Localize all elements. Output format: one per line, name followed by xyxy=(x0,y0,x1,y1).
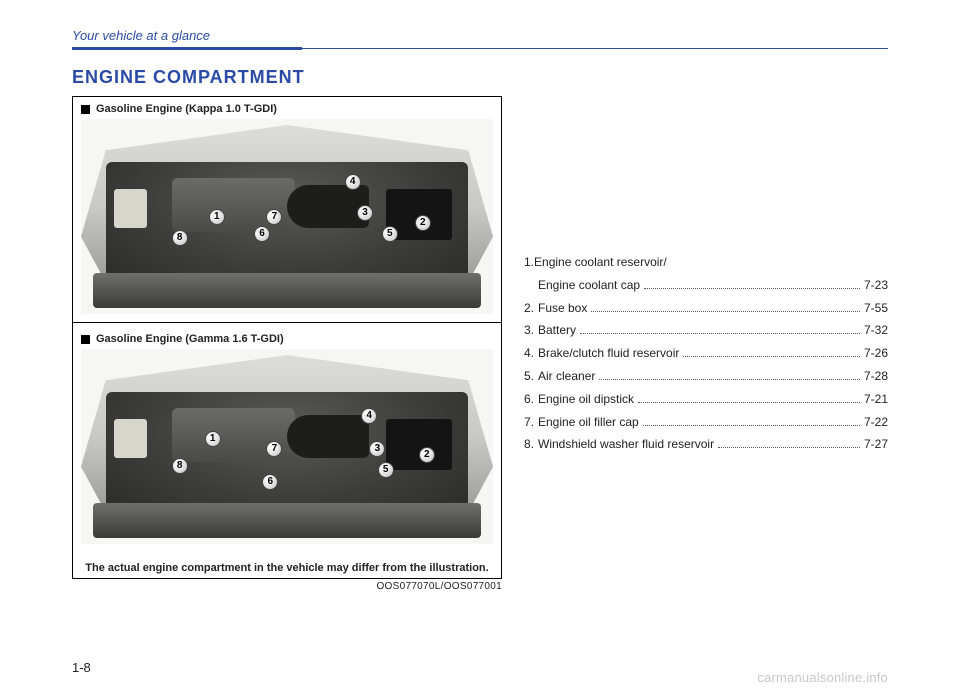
parts-list-label: Windshield washer fluid reservoir xyxy=(538,433,714,456)
figure-caption-text: Gasoline Engine (Kappa 1.0 T-GDI) xyxy=(96,103,277,115)
callout-2: 2 xyxy=(415,215,431,231)
dot-leader xyxy=(683,356,860,357)
parts-list-row: 6.Engine oil dipstick 7-21 xyxy=(524,388,888,411)
callout-8: 8 xyxy=(172,458,188,474)
parts-list: 1.Engine coolant reservoir/Engine coolan… xyxy=(524,251,888,456)
parts-list-number: 6. xyxy=(524,388,538,411)
parts-list-label: Air cleaner xyxy=(538,365,595,388)
dot-leader xyxy=(599,379,860,380)
parts-list-number: 7. xyxy=(524,411,538,434)
parts-list-column: 1.Engine coolant reservoir/Engine coolan… xyxy=(524,96,888,592)
callout-4: 4 xyxy=(345,174,361,190)
header-rule xyxy=(72,47,888,57)
parts-list-page: 7-26 xyxy=(864,342,888,365)
square-bullet-icon xyxy=(81,105,90,114)
parts-list-page: 7-55 xyxy=(864,297,888,320)
engine-illustration-top: 12345678 xyxy=(81,119,493,314)
parts-list-page: 7-21 xyxy=(864,388,888,411)
parts-list-page: 7-28 xyxy=(864,365,888,388)
figure-caption-text: Gasoline Engine (Gamma 1.6 T-GDI) xyxy=(96,333,284,345)
dot-leader xyxy=(644,288,860,289)
running-head: Your vehicle at a glance xyxy=(72,28,888,43)
callout-5: 5 xyxy=(378,462,394,478)
callout-1: 1 xyxy=(209,209,225,225)
parts-list-row: 1.Engine coolant reservoir/ xyxy=(524,251,888,274)
square-bullet-icon xyxy=(81,335,90,344)
parts-list-row: 7.Engine oil filler cap 7-22 xyxy=(524,411,888,434)
callout-1: 1 xyxy=(205,431,221,447)
parts-list-label: Engine coolant reservoir/ xyxy=(534,255,667,269)
engine-illustration-bottom: 1 2 3 4 5 6 7 8 xyxy=(81,349,493,544)
parts-list-label: Battery xyxy=(538,319,576,342)
figure-code: OOS077070L/OOS077001 xyxy=(72,579,502,592)
parts-list-number: 4. xyxy=(524,342,538,365)
callout-5: 5 xyxy=(382,226,398,242)
figure-note: The actual engine compartment in the veh… xyxy=(73,552,501,578)
parts-list-row: 2.Fuse box 7-55 xyxy=(524,297,888,320)
parts-list-row: 3.Battery 7-32 xyxy=(524,319,888,342)
parts-list-row: 5.Air cleaner 7-28 xyxy=(524,365,888,388)
parts-list-row: 4.Brake/clutch fluid reservoir 7-26 xyxy=(524,342,888,365)
dot-leader xyxy=(591,311,860,312)
content-columns: Gasoline Engine (Kappa 1.0 T-GDI) 1 2 3 4 5 6… xyxy=(72,96,888,592)
parts-list-number: 2. xyxy=(524,297,538,320)
parts-list-page: 7-23 xyxy=(864,274,888,297)
figure-caption-bottom: Gasoline Engine (Gamma 1.6 T-GDI) xyxy=(73,327,501,349)
watermark: carmanualsonline.info xyxy=(757,670,888,685)
parts-list-label: Brake/clutch fluid reservoir xyxy=(538,342,679,365)
parts-list-label: Engine oil dipstick xyxy=(538,388,634,411)
figure-divider xyxy=(73,322,501,323)
parts-list-number: 5. xyxy=(524,365,538,388)
parts-list-label: Engine coolant cap xyxy=(524,274,640,297)
callout-2: 2 xyxy=(419,447,435,463)
dot-leader xyxy=(580,333,860,334)
callout-4: 4 xyxy=(361,408,377,424)
dot-leader xyxy=(643,425,860,426)
callout-3: 3 xyxy=(357,205,373,221)
page-number: 1-8 xyxy=(72,660,91,675)
section-title: ENGINE COMPARTMENT xyxy=(72,67,888,88)
parts-list-row: Engine coolant cap 7-23 xyxy=(524,274,888,297)
dot-leader xyxy=(638,402,860,403)
callout-6: 6 xyxy=(262,474,278,490)
callout-7: 7 xyxy=(266,441,282,457)
figures-column: Gasoline Engine (Kappa 1.0 T-GDI) 1 2 3 4 5 6… xyxy=(72,96,502,592)
figure-caption-top: Gasoline Engine (Kappa 1.0 T-GDI) xyxy=(73,97,501,119)
parts-list-number: 8. xyxy=(524,433,538,456)
figure-box: Gasoline Engine (Kappa 1.0 T-GDI) 1 2 3 4 5 6… xyxy=(72,96,502,579)
callout-7: 7 xyxy=(266,209,282,225)
manual-page: Your vehicle at a glance ENGINE COMPARTM… xyxy=(0,0,960,689)
parts-list-page: 7-32 xyxy=(864,319,888,342)
callout-8: 8 xyxy=(172,230,188,246)
parts-list-number: 3. xyxy=(524,319,538,342)
parts-list-page: 7-27 xyxy=(864,433,888,456)
callout-3: 3 xyxy=(369,441,385,457)
parts-list-page: 7-22 xyxy=(864,411,888,434)
parts-list-label: Engine oil filler cap xyxy=(538,411,639,434)
parts-list-number: 1. xyxy=(524,255,534,269)
parts-list-label: Fuse box xyxy=(538,297,587,320)
dot-leader xyxy=(718,447,860,448)
parts-list-row: 8.Windshield washer fluid reservoir 7-27 xyxy=(524,433,888,456)
